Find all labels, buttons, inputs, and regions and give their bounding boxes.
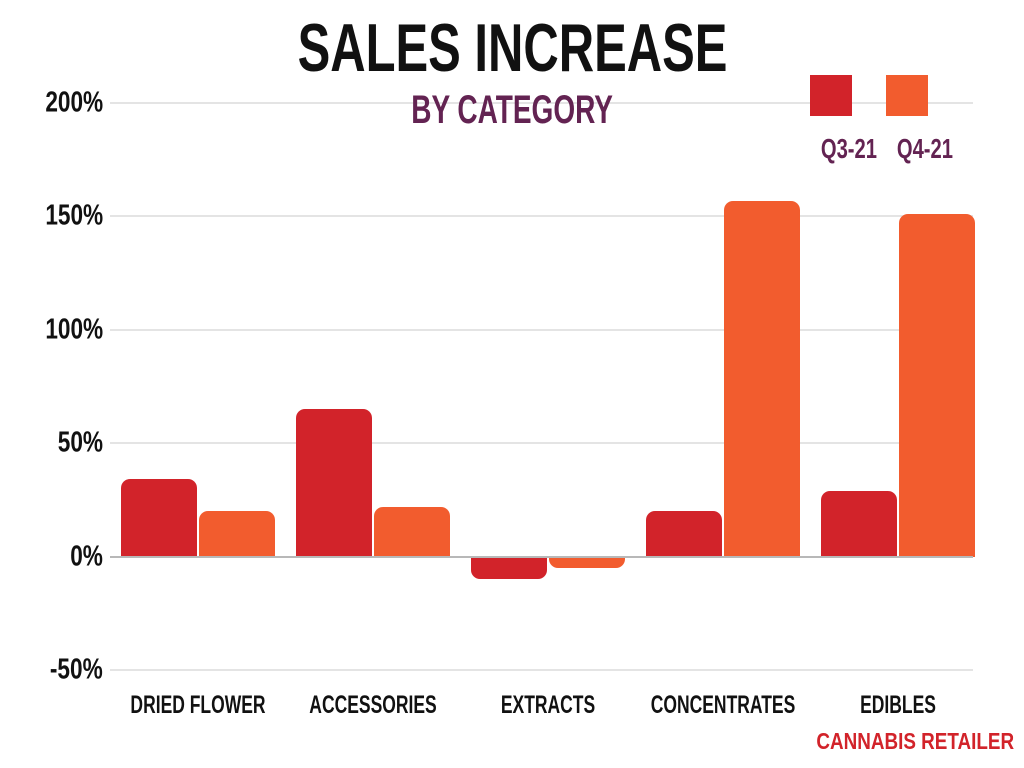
bar-q3-21-extracts: [470, 556, 547, 580]
gridline-0: [110, 555, 973, 558]
gridline--50: [110, 669, 973, 671]
legend-swatch-q3-21: [810, 75, 852, 116]
footer-wrap: CANNABIS RETAILER: [773, 730, 1014, 754]
legend-label-q4-21: Q4-21: [896, 133, 953, 164]
y-tick-label--50: -50%: [50, 653, 103, 686]
legend-label-q3-21: Q3-21: [820, 133, 877, 164]
title-wrap: SALES INCREASE: [0, 14, 1024, 82]
footer-brand: CANNABIS RETAILER: [816, 728, 1014, 754]
category-label-concentrates: CONCENTRATES: [650, 691, 795, 719]
gridline-150: [110, 215, 973, 218]
legend-swatch-q4-21: [886, 75, 928, 116]
bar-q3-21-dried-flower: [120, 479, 197, 557]
bar-q4-21-dried-flower: [198, 511, 275, 557]
bar-q3-21-edibles: [820, 490, 897, 557]
legend-item-q4-21: Q4-21: [886, 75, 953, 163]
bar-q4-21-accessories: [373, 506, 450, 557]
category-label-extracts: EXTRACTS: [500, 691, 595, 719]
bar-q4-21-extracts: [548, 556, 625, 568]
gridline-200: [110, 102, 973, 104]
bar-q3-21-concentrates: [645, 511, 722, 557]
chart-subtitle: BY CATEGORY: [411, 88, 613, 132]
bar-q3-21-accessories: [295, 409, 372, 557]
category-label-edibles: EDIBLES: [859, 691, 936, 719]
subtitle-wrap: BY CATEGORY: [0, 90, 1024, 130]
category-label-dried-flower: DRIED FLOWER: [129, 691, 266, 719]
legend-item-q3-21: Q3-21: [810, 75, 877, 163]
y-tick-label-50: 50%: [57, 426, 103, 459]
y-tick-label-200: 200%: [45, 86, 103, 119]
gridline-50: [110, 442, 973, 445]
category-label-accessories: ACCESSORIES: [308, 691, 437, 719]
chart-title: SALES INCREASE: [297, 10, 727, 86]
y-tick-label-100: 100%: [45, 313, 103, 346]
y-tick-label-150: 150%: [45, 199, 103, 232]
bar-q4-21-edibles: [898, 214, 975, 557]
bar-q4-21-concentrates: [723, 200, 800, 557]
y-tick-label-0: 0%: [70, 540, 103, 573]
gridline-100: [110, 328, 973, 331]
